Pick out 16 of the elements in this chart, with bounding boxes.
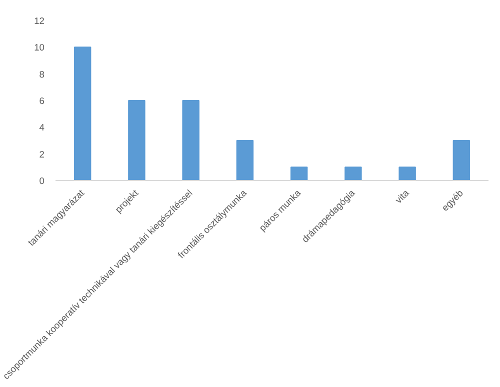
- x-tick-label: vita: [394, 187, 412, 206]
- y-tick-label: 12: [34, 16, 45, 26]
- y-tick-label: 8: [39, 69, 45, 80]
- bar: [74, 46, 92, 180]
- y-tick-label: 6: [39, 96, 45, 106]
- bar: [452, 140, 470, 180]
- y-tick-label: 10: [34, 42, 45, 53]
- bar: [128, 100, 146, 180]
- y-tick-label: 0: [39, 176, 45, 186]
- y-tick-label: 4: [39, 122, 45, 133]
- bar: [236, 140, 254, 180]
- bar: [344, 166, 362, 180]
- y-tick-label: 2: [39, 149, 45, 160]
- bar: [398, 166, 416, 180]
- bar: [290, 166, 308, 180]
- bar: [182, 100, 200, 180]
